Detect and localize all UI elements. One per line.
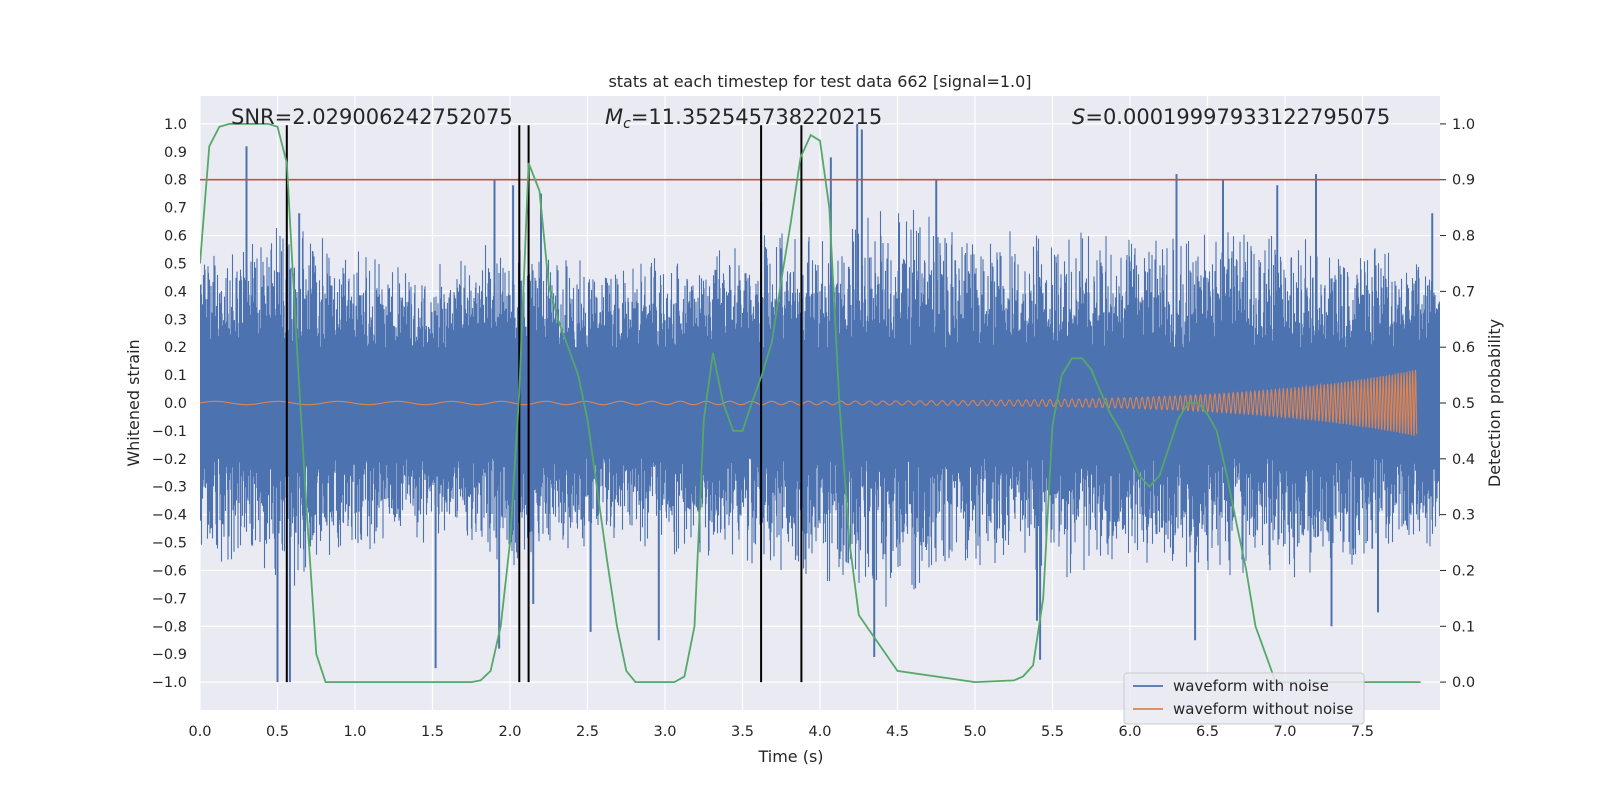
y-right-axis-label: Detection probability — [1485, 319, 1504, 487]
y-right-tick-label: 0.1 — [1452, 619, 1475, 635]
legend-box — [1123, 672, 1365, 725]
snr-annotation: SNR=2.029006242752075 — [231, 105, 513, 129]
x-tick-label: 4.5 — [886, 724, 909, 740]
y-left-tick-label: 0.1 — [164, 368, 187, 384]
x-tick-label: 0.0 — [188, 724, 211, 740]
x-tick-label: 7.0 — [1273, 724, 1296, 740]
clean-waveform-series — [200, 369, 1418, 436]
noise-trace — [200, 210, 1440, 607]
y-right-axis-ticks: 1.0 0.9 0.8 0.7 0.6 0.5 0.4 0.3 0.2 0.1 0.0 — [1440, 117, 1475, 691]
y-left-tick-label: 0.8 — [164, 173, 187, 189]
y-left-tick-label: −0.6 — [152, 563, 187, 579]
detection-probability-series — [200, 123, 1421, 684]
x-tick-label: 2.5 — [576, 724, 599, 740]
y-left-tick-label: −0.4 — [152, 508, 187, 524]
y-right-tick-label: 0.6 — [1452, 340, 1475, 356]
s-annotation: S=0.00019997933122795075 — [1072, 105, 1390, 129]
chart-title: stats at each timestep for test data 662… — [608, 72, 1031, 91]
x-tick-label: 1.5 — [421, 724, 444, 740]
y-left-tick-label: 0.2 — [164, 340, 187, 356]
y-left-tick-label: 1.0 — [164, 117, 187, 133]
y-left-tick-label: −0.8 — [152, 619, 187, 635]
y-right-tick-label: 0.7 — [1452, 284, 1475, 300]
y-right-tick-label: 0.8 — [1452, 229, 1475, 245]
y-left-tick-label: −1.0 — [152, 675, 187, 691]
y-left-tick-label: 0.3 — [164, 312, 187, 328]
legend-clean-label: waveform without noise — [1173, 700, 1353, 718]
y-left-tick-label: 0.4 — [164, 284, 187, 300]
y-left-axis-label: Whitened strain — [124, 339, 143, 466]
y-left-tick-label: −0.7 — [152, 591, 187, 607]
y-left-tick-label: 0.0 — [164, 396, 187, 412]
y-right-tick-label: 0.0 — [1452, 675, 1475, 691]
x-tick-label: 5.5 — [1041, 724, 1064, 740]
y-left-tick-label: −0.2 — [152, 452, 187, 468]
x-tick-label: 5.0 — [963, 724, 986, 740]
legend-noise-label: waveform with noise — [1173, 677, 1329, 695]
y-left-tick-label: −0.5 — [152, 536, 187, 552]
x-tick-label: 1.0 — [343, 724, 366, 740]
x-tick-label: 3.5 — [731, 724, 754, 740]
y-left-tick-label: 0.5 — [164, 256, 187, 272]
y-right-tick-label: 0.5 — [1452, 396, 1475, 412]
y-right-tick-label: 0.3 — [1452, 508, 1475, 524]
y-right-tick-label: 1.0 — [1452, 117, 1475, 133]
legend: waveform with noise waveform without noi… — [1123, 672, 1365, 725]
x-tick-label: 6.5 — [1196, 724, 1219, 740]
y-left-tick-label: 0.6 — [164, 229, 187, 245]
x-tick-label: 2.0 — [498, 724, 521, 740]
y-left-tick-label: 0.7 — [164, 201, 187, 217]
x-tick-label: 0.5 — [266, 724, 289, 740]
x-tick-label: 3.0 — [653, 724, 676, 740]
x-axis-label: Time (s) — [757, 747, 823, 766]
chirp-mass-annotation: Mc=11.352545738220215 — [605, 105, 882, 132]
chirp-mass-symbol: M — [605, 105, 623, 129]
y-left-tick-label: −0.9 — [152, 647, 187, 663]
x-tick-label: 7.5 — [1351, 724, 1374, 740]
s-symbol: S — [1072, 105, 1085, 129]
y-left-axis-ticks: 1.0 0.9 0.8 0.7 0.6 0.5 0.4 0.3 0.2 0.1 0.0 −0.1 −0.… — [152, 117, 187, 691]
chirp-mass-subscript: c — [623, 116, 631, 132]
y-left-tick-label: −0.1 — [152, 424, 187, 440]
x-tick-label: 6.0 — [1118, 724, 1141, 740]
x-axis-ticks: 0.0 0.5 1.0 1.5 2.0 2.5 3.0 3.5 4.0 4.5 5.0 5.5 6.0 6… — [188, 724, 1374, 740]
y-left-tick-label: 0.9 — [164, 145, 187, 161]
x-tick-label: 4.0 — [808, 724, 831, 740]
y-right-tick-label: 0.9 — [1452, 173, 1475, 189]
y-left-tick-label: −0.3 — [152, 480, 187, 496]
chirp-mass-value: =11.352545738220215 — [631, 105, 882, 129]
y-right-tick-label: 0.4 — [1452, 452, 1475, 468]
s-value: =0.00019997933122795075 — [1085, 105, 1390, 129]
y-right-tick-label: 0.2 — [1452, 563, 1475, 579]
